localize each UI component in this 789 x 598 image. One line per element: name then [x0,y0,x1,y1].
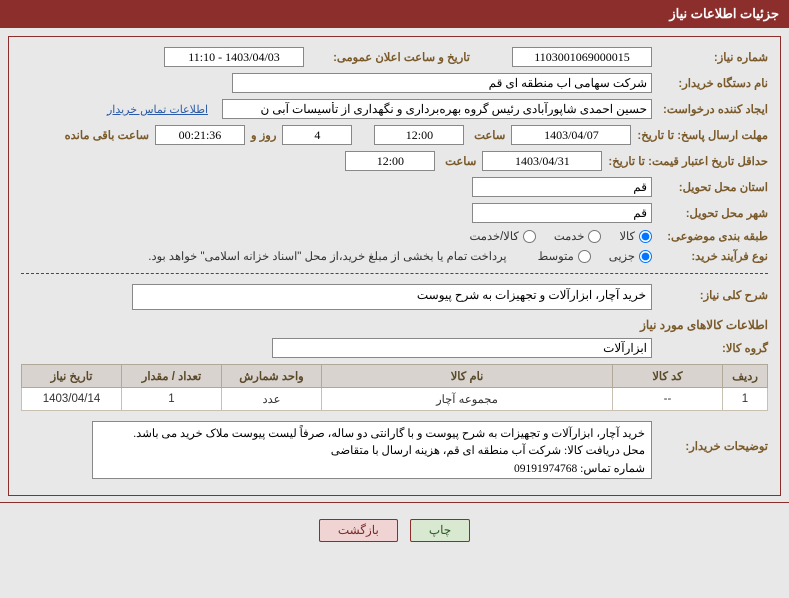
panel-header: جزئیات اطلاعات نیاز [0,0,789,28]
separator-1 [21,273,768,274]
process-type-group: جزیی متوسط [538,249,652,263]
radio-jozei-label: جزیی [609,249,635,263]
goods-group-field[interactable] [272,338,652,358]
table-header-row: ردیف کد کالا نام کالا واحد شمارش تعداد /… [22,365,768,388]
radio-khadamat-label: خدمت [554,229,585,243]
cell-row: 1 [723,388,768,411]
label-hour-1: ساعت [470,128,505,142]
label-subject-class: طبقه بندی موضوعی: [658,229,768,243]
cell-qty: 1 [122,388,222,411]
th-name: نام کالا [322,365,613,388]
print-button[interactable]: چاپ [410,519,470,542]
radio-kala-khadamat-label: کالا/خدمت [470,229,519,243]
cell-date: 1403/04/14 [22,388,122,411]
radio-kala[interactable] [639,230,652,243]
city-field[interactable] [472,203,652,223]
th-unit: واحد شمارش [222,365,322,388]
goods-table: ردیف کد کالا نام کالا واحد شمارش تعداد /… [21,364,768,411]
label-process-type: نوع فرآیند خرید: [658,249,768,263]
buyer-notes-field[interactable] [92,421,652,479]
cell-name: مجموعه آچار [322,388,613,411]
validity-time-field[interactable] [345,151,435,171]
validity-date-field[interactable] [482,151,602,171]
general-desc-field[interactable] [132,284,652,310]
label-hour-2: ساعت [441,154,476,168]
payment-note: پرداخت تمام یا بخشی از مبلغ خرید،از محل … [148,249,506,263]
label-buyer-notes: توضیحات خریدار: [658,421,768,453]
button-row: چاپ بازگشت [0,513,789,548]
buyer-contact-link[interactable]: اطلاعات تماس خریدار [107,103,208,116]
radio-kala-label: کالا [619,229,635,243]
th-date: تاریخ نیاز [22,365,122,388]
radio-motavaset[interactable] [578,250,591,263]
requester-field[interactable] [222,99,652,119]
province-field[interactable] [472,177,652,197]
label-goods-group: گروه کالا: [658,341,768,355]
label-requester: ایجاد کننده درخواست: [658,102,768,116]
deadline-date-field[interactable] [511,125,631,145]
deadline-time-field[interactable] [374,125,464,145]
label-buyer-org: نام دستگاه خریدار: [658,76,768,90]
details-panel: شماره نیاز: تاریخ و ساعت اعلان عمومی: نا… [8,36,781,496]
need-no-field[interactable] [512,47,652,67]
section-goods-info: اطلاعات کالاهای مورد نیاز [21,318,768,332]
label-announce: تاریخ و ساعت اعلان عمومی: [310,50,470,64]
radio-jozei[interactable] [639,250,652,263]
label-general-desc: شرح کلی نیاز: [658,284,768,302]
radio-kala-khadamat[interactable] [523,230,536,243]
countdown-field[interactable] [155,125,245,145]
cell-code: -- [613,388,723,411]
label-province: استان محل تحویل: [658,180,768,194]
label-city: شهر محل تحویل: [658,206,768,220]
buyer-org-field[interactable] [232,73,652,93]
table-row[interactable]: 1 -- مجموعه آچار عدد 1 1403/04/14 [22,388,768,411]
days-remain-field[interactable] [282,125,352,145]
th-code: کد کالا [613,365,723,388]
back-button[interactable]: بازگشت [319,519,398,542]
th-qty: تعداد / مقدار [122,365,222,388]
subject-class-group: کالا خدمت کالا/خدمت [470,229,653,243]
label-validity: حداقل تاریخ اعتبار قیمت: تا تاریخ: [608,154,768,168]
label-days-and: روز و [251,128,276,142]
label-deadline: مهلت ارسال پاسخ: تا تاریخ: [637,128,768,142]
cell-unit: عدد [222,388,322,411]
radio-motavaset-label: متوسط [538,249,574,263]
label-need-no: شماره نیاز: [658,50,768,64]
radio-khadamat[interactable] [588,230,601,243]
th-row: ردیف [723,365,768,388]
announce-field[interactable] [164,47,304,67]
label-time-remain: ساعت باقی مانده [65,128,149,142]
